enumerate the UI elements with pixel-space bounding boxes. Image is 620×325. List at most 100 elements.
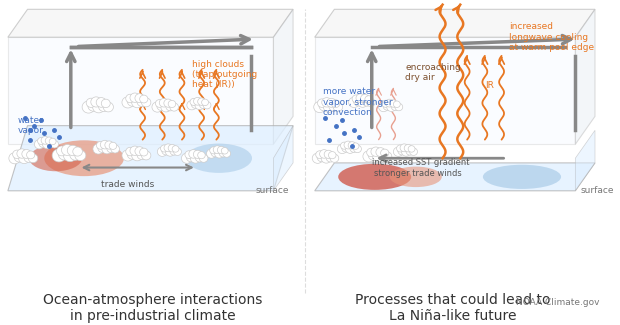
Circle shape — [162, 147, 170, 155]
Circle shape — [38, 137, 45, 145]
Circle shape — [312, 153, 323, 163]
Circle shape — [371, 147, 381, 156]
Circle shape — [363, 98, 371, 106]
Polygon shape — [315, 37, 575, 144]
Circle shape — [324, 150, 333, 158]
Circle shape — [109, 142, 117, 150]
Circle shape — [193, 150, 202, 158]
Circle shape — [317, 153, 327, 162]
Ellipse shape — [483, 165, 561, 189]
Circle shape — [329, 151, 336, 159]
Circle shape — [352, 143, 359, 150]
Circle shape — [135, 147, 144, 156]
Circle shape — [383, 102, 392, 110]
Circle shape — [88, 100, 99, 111]
Circle shape — [366, 148, 376, 157]
Circle shape — [190, 153, 201, 163]
Circle shape — [314, 101, 326, 113]
Circle shape — [12, 150, 22, 159]
Ellipse shape — [44, 140, 124, 176]
Text: Processes that could lead to
La Niña-like future: Processes that could lead to La Niña-lik… — [355, 293, 550, 323]
Circle shape — [140, 95, 148, 103]
Circle shape — [122, 97, 134, 108]
Circle shape — [342, 144, 350, 152]
Circle shape — [324, 102, 335, 112]
Circle shape — [326, 153, 335, 162]
Text: NOAA Climate.gov: NOAA Climate.gov — [516, 298, 600, 307]
Text: increased
longwave cooling
at warm pool edge: increased longwave cooling at warm pool … — [510, 22, 595, 52]
Circle shape — [166, 102, 175, 111]
Circle shape — [161, 145, 168, 152]
Circle shape — [41, 136, 50, 144]
Circle shape — [329, 102, 339, 111]
Circle shape — [137, 150, 147, 160]
Text: increased SST gradient: increased SST gradient — [372, 158, 469, 167]
Circle shape — [126, 147, 135, 156]
Text: more water
vapor, stronger
convection: more water vapor, stronger convection — [322, 87, 392, 117]
Circle shape — [211, 149, 220, 157]
Circle shape — [397, 145, 404, 152]
Circle shape — [340, 142, 348, 149]
Circle shape — [316, 151, 324, 159]
Circle shape — [126, 94, 135, 103]
Circle shape — [99, 101, 109, 111]
Circle shape — [190, 98, 198, 105]
Circle shape — [395, 103, 403, 111]
Circle shape — [102, 144, 112, 154]
Circle shape — [317, 99, 327, 107]
Circle shape — [319, 101, 330, 111]
Circle shape — [200, 101, 208, 109]
Circle shape — [14, 152, 25, 162]
Circle shape — [105, 141, 113, 149]
Circle shape — [67, 145, 78, 156]
Circle shape — [198, 151, 205, 159]
Circle shape — [350, 145, 358, 152]
Circle shape — [210, 147, 217, 154]
Circle shape — [127, 149, 138, 159]
Circle shape — [185, 151, 193, 159]
Circle shape — [393, 101, 401, 108]
Circle shape — [361, 94, 369, 103]
Circle shape — [43, 140, 52, 149]
Circle shape — [92, 101, 105, 113]
Circle shape — [192, 100, 200, 109]
Circle shape — [159, 98, 169, 107]
Circle shape — [219, 149, 228, 157]
Text: stronger trade winds: stronger trade winds — [374, 169, 461, 178]
Circle shape — [195, 101, 205, 110]
Circle shape — [353, 145, 361, 153]
Circle shape — [56, 146, 67, 156]
Circle shape — [373, 151, 384, 162]
Circle shape — [408, 146, 415, 152]
Circle shape — [378, 151, 388, 161]
Polygon shape — [8, 126, 293, 191]
Ellipse shape — [29, 145, 82, 171]
Polygon shape — [575, 9, 595, 144]
Circle shape — [135, 94, 144, 103]
Circle shape — [131, 97, 143, 108]
Circle shape — [376, 148, 385, 157]
Circle shape — [348, 97, 360, 108]
Circle shape — [161, 102, 171, 112]
Circle shape — [189, 150, 198, 158]
Circle shape — [19, 153, 30, 163]
Circle shape — [215, 149, 224, 158]
Circle shape — [206, 149, 216, 158]
Circle shape — [127, 96, 138, 106]
Circle shape — [75, 150, 86, 161]
Circle shape — [402, 147, 411, 156]
Circle shape — [122, 150, 134, 161]
Circle shape — [51, 140, 58, 148]
Circle shape — [157, 147, 167, 156]
Circle shape — [103, 102, 113, 112]
Circle shape — [164, 99, 172, 107]
Circle shape — [69, 149, 81, 160]
Text: Ocean-atmosphere interactions
in pre-industrial climate: Ocean-atmosphere interactions in pre-ind… — [43, 293, 262, 323]
Circle shape — [164, 144, 172, 152]
Text: high clouds
(trap outgoing
heat (IR)): high clouds (trap outgoing heat (IR)) — [192, 59, 257, 89]
Circle shape — [156, 99, 164, 107]
Circle shape — [383, 152, 392, 161]
Circle shape — [130, 93, 140, 102]
Circle shape — [9, 153, 20, 164]
Circle shape — [202, 99, 208, 106]
